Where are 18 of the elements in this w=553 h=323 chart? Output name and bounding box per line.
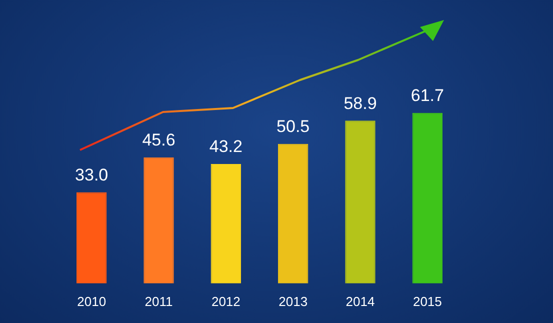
data-label: 45.6 bbox=[142, 130, 176, 150]
x-tick-label: 2014 bbox=[346, 294, 375, 309]
data-label: 61.7 bbox=[410, 86, 444, 106]
x-tick-label: 2013 bbox=[278, 294, 308, 309]
x-tick-label: 2012 bbox=[211, 294, 240, 309]
bar bbox=[412, 112, 443, 284]
x-tick-label: 2011 bbox=[144, 294, 173, 309]
x-tick-label: 2010 bbox=[77, 294, 106, 309]
data-label: 58.9 bbox=[344, 94, 377, 113]
bar bbox=[144, 157, 174, 284]
bar bbox=[345, 120, 376, 284]
bar bbox=[210, 164, 242, 284]
bar bbox=[76, 192, 107, 284]
data-label: 50.5 bbox=[276, 117, 310, 136]
x-tick-label: 2015 bbox=[412, 294, 442, 309]
data-label: 33.0 bbox=[75, 165, 108, 184]
bar bbox=[278, 144, 308, 284]
data-label: 43.2 bbox=[209, 137, 242, 156]
